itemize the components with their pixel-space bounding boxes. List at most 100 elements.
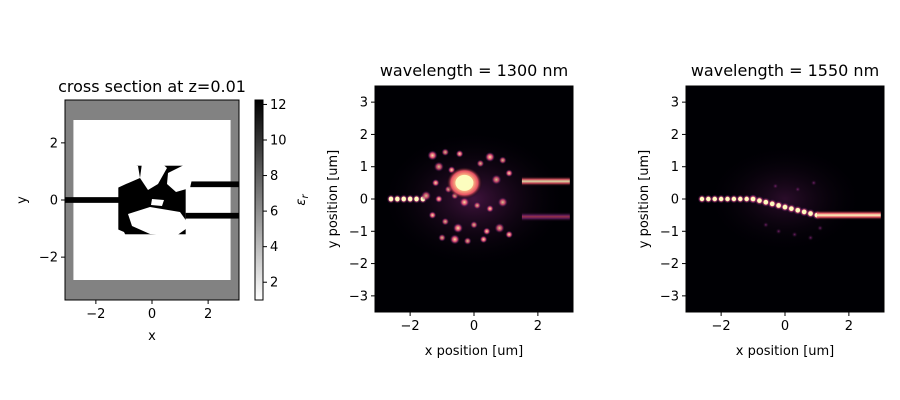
y-tick-label: 1 <box>671 160 679 175</box>
field-speckle <box>453 223 464 234</box>
y-axis: −3 −2 −1 0 1 2 3 <box>349 96 375 304</box>
colorbar-label: εr <box>294 194 311 206</box>
y-tick-label: 0 <box>50 194 58 209</box>
field-speckle <box>491 174 502 185</box>
field-speckle <box>816 224 824 232</box>
x-axis: −2 0 2 <box>401 312 542 334</box>
field-halo <box>379 129 569 269</box>
y-tick-label: 2 <box>671 128 679 143</box>
design-void <box>107 226 128 244</box>
y-tick-label: 0 <box>671 193 679 208</box>
input-field-peak <box>407 196 413 202</box>
field-speckle <box>762 221 770 229</box>
design-void <box>167 164 194 192</box>
output-beam <box>816 210 881 221</box>
design-void <box>106 161 140 190</box>
field-speckle <box>794 186 801 193</box>
field-speckle <box>772 182 779 190</box>
input-field-peak <box>395 196 400 202</box>
field-panel-1300nm: wavelength = 1300 nm −2 0 2 −3 −2 −1 0 1 2 3 x p… <box>326 61 574 359</box>
x-tick-label: −2 <box>712 319 731 334</box>
colorbar: 2 4 6 8 10 12 εr <box>254 98 311 301</box>
transition-field-peak <box>801 209 807 215</box>
colorbar-tick-label: 12 <box>270 98 287 113</box>
field-speckle <box>494 223 505 234</box>
field-speckle <box>435 195 443 203</box>
colorbar-gradient <box>254 99 264 301</box>
field-halo <box>705 144 865 254</box>
field-speckle <box>479 235 488 244</box>
input-field-peak <box>388 196 394 202</box>
y-tick-label: 3 <box>671 96 679 111</box>
field-speckle <box>455 150 464 158</box>
x-tick-label: 2 <box>204 307 212 322</box>
input-field-peak <box>401 196 406 202</box>
input-field-peak <box>738 196 743 202</box>
output-beam <box>521 211 570 222</box>
field-speckle <box>775 228 782 235</box>
x-tick-label: 0 <box>781 319 789 334</box>
y-axis-label: y position [um] <box>326 150 341 249</box>
y-tick-label: −1 <box>349 225 368 240</box>
x-tick-label: 2 <box>845 319 853 334</box>
colorbar-tick-label: 6 <box>270 205 278 220</box>
y-tick-label: −3 <box>349 289 368 304</box>
input-field-peak <box>731 196 737 202</box>
y-tick-label: 3 <box>360 96 368 111</box>
transition-field-peak <box>808 211 813 216</box>
transition-field-peak <box>757 198 762 203</box>
waveguide <box>185 181 239 188</box>
field-speckle <box>428 211 437 219</box>
colorbar-tick-label: 4 <box>270 240 278 255</box>
colorbar-tick-label: 2 <box>270 276 278 291</box>
field-speckle <box>470 221 478 229</box>
field-speckle <box>463 237 472 245</box>
transition-field-peak <box>782 204 788 210</box>
field-speckle <box>505 169 513 177</box>
field-speckle <box>482 227 491 236</box>
field-speckle <box>431 179 440 187</box>
field-speckle <box>441 217 450 226</box>
x-tick-label: −2 <box>86 307 105 322</box>
x-axis-label: x <box>148 329 156 344</box>
field-intensity <box>697 144 881 254</box>
y-axis-label: y position [um] <box>637 150 652 249</box>
field-speckle <box>421 190 432 201</box>
output-beam <box>521 176 570 187</box>
transition-field-peak <box>795 208 801 213</box>
transition-field-peak <box>776 203 781 208</box>
field-speckle <box>438 233 446 242</box>
x-tick-label: 0 <box>470 319 478 334</box>
transition-field-peak <box>789 206 794 211</box>
transition-field-peak <box>750 196 756 202</box>
x-tick-label: −2 <box>401 319 420 334</box>
field-speckle <box>441 148 450 156</box>
waveguide <box>185 212 239 219</box>
x-axis: −2 0 2 <box>712 312 853 334</box>
y-tick-label: −3 <box>660 289 679 304</box>
field-speckle <box>476 159 485 168</box>
x-tick-label: 0 <box>148 307 156 322</box>
field-speckle <box>427 150 438 161</box>
input-field-peak <box>699 196 705 202</box>
waveguide <box>65 197 152 203</box>
transition-field-peak <box>769 201 775 207</box>
y-tick-label: 2 <box>50 136 58 151</box>
field-speckle <box>791 231 798 238</box>
field-speckle <box>449 234 460 245</box>
x-axis: −2 0 2 <box>86 300 212 322</box>
y-tick-label: −2 <box>39 251 58 266</box>
input-field-peak <box>706 196 711 202</box>
field-speckle <box>486 204 494 213</box>
field-speckle <box>505 230 513 239</box>
field-speckle <box>810 179 817 187</box>
design-void <box>151 199 164 206</box>
y-tick-label: −2 <box>349 257 368 272</box>
transition-field-peak <box>763 199 769 205</box>
y-tick-label: 0 <box>360 193 368 208</box>
y-axis-label: y <box>15 196 30 204</box>
field-speckle <box>473 201 481 210</box>
y-tick-label: 2 <box>360 128 368 143</box>
input-field-peak <box>414 196 419 202</box>
